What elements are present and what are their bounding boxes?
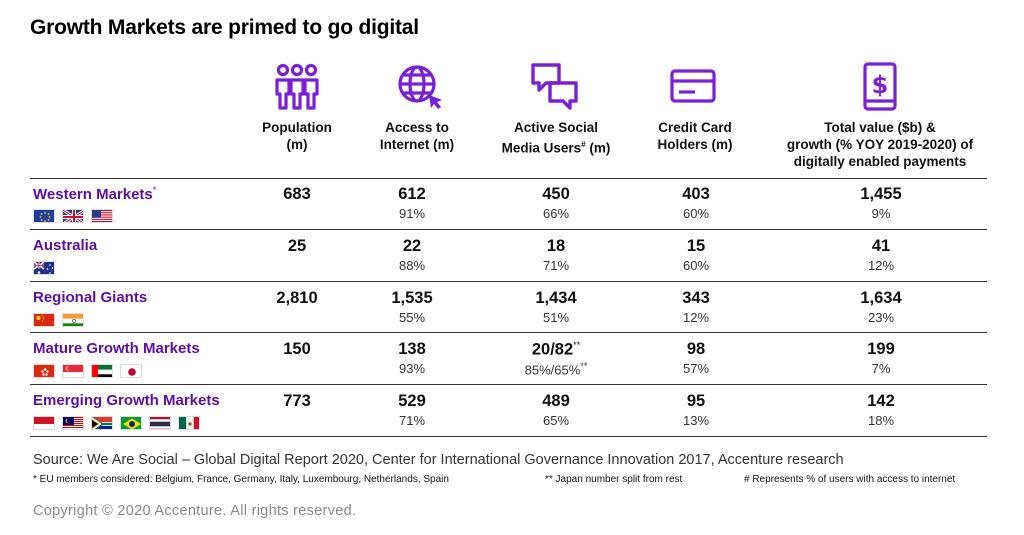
row-label: Mature Growth Markets bbox=[33, 340, 200, 357]
population-value: 25 bbox=[287, 237, 307, 255]
payments-value: 142 bbox=[867, 392, 895, 410]
internet-percent: 55% bbox=[398, 310, 426, 325]
row-label: Regional Giants bbox=[33, 289, 148, 306]
uae-flag-icon bbox=[91, 364, 113, 378]
column-header-internet: Access to Internet (m) bbox=[379, 120, 455, 152]
column-header-population: Population (m) bbox=[262, 120, 332, 152]
social-percent: 85%/65%** bbox=[524, 361, 588, 378]
globe-icon bbox=[398, 65, 442, 109]
credit-percent: 57% bbox=[682, 361, 710, 376]
column-header-social: Active Social Media Users# (m) bbox=[501, 120, 611, 156]
internet-value: 529 bbox=[398, 392, 426, 410]
population-value: 683 bbox=[283, 185, 311, 203]
flag-group bbox=[33, 261, 55, 275]
internet-value: 612 bbox=[398, 185, 426, 203]
internet-percent: 88% bbox=[398, 258, 426, 273]
credit-percent: 13% bbox=[682, 413, 710, 428]
source-note: Source: We Are Social – Global Digital R… bbox=[33, 452, 844, 468]
china-flag-icon bbox=[33, 313, 55, 327]
flag-group bbox=[33, 313, 84, 327]
payments-percent: 23% bbox=[867, 310, 895, 325]
internet-footnote: # Represents % of users with access to i… bbox=[744, 474, 956, 485]
row-divider bbox=[30, 229, 987, 230]
credit-percent: 60% bbox=[682, 206, 710, 221]
us-flag-icon bbox=[91, 209, 113, 223]
social-percent: 51% bbox=[542, 310, 570, 325]
south-africa-flag-icon bbox=[91, 416, 113, 430]
people-icon bbox=[275, 63, 319, 110]
indonesia-flag-icon bbox=[33, 416, 55, 430]
population-value: 773 bbox=[283, 392, 311, 410]
column-header-payments: Total value ($b) & growth (% YOY 2019-202… bbox=[786, 120, 974, 169]
row-label: Emerging Growth Markets bbox=[33, 392, 220, 409]
payments-value: 1,455 bbox=[860, 185, 902, 203]
row-divider bbox=[30, 178, 987, 179]
row-divider bbox=[30, 436, 987, 437]
payments-value: 41 bbox=[871, 237, 891, 255]
social-value: 18 bbox=[546, 237, 566, 255]
internet-percent: 71% bbox=[398, 413, 426, 428]
population-value: 2,810 bbox=[276, 289, 318, 307]
flag-group bbox=[33, 364, 142, 378]
row-label: Western Markets* bbox=[33, 185, 157, 203]
row-divider bbox=[30, 281, 987, 282]
payments-percent: 7% bbox=[871, 361, 891, 376]
social-value: 1,434 bbox=[535, 289, 577, 307]
credit-value: 98 bbox=[686, 340, 706, 358]
malaysia-flag-icon bbox=[62, 416, 84, 430]
row-label: Australia bbox=[33, 237, 98, 254]
eu-footnote: * EU members considered: Belgium, France… bbox=[33, 474, 449, 485]
payments-value: 1,634 bbox=[860, 289, 902, 307]
mexico-flag-icon bbox=[178, 416, 200, 430]
payments-value: 199 bbox=[867, 340, 895, 358]
credit-card-icon bbox=[670, 69, 716, 103]
japan-footnote: ** Japan number split from rest bbox=[545, 474, 683, 485]
social-value: 20/82** bbox=[531, 340, 581, 359]
credit-percent: 60% bbox=[682, 258, 710, 273]
credit-value: 343 bbox=[682, 289, 710, 307]
flag-group bbox=[33, 209, 113, 223]
credit-value: 403 bbox=[682, 185, 710, 203]
column-header-credit: Credit Card Holders (m) bbox=[657, 120, 733, 152]
row-divider bbox=[30, 332, 987, 333]
population-value: 150 bbox=[283, 340, 311, 358]
hong-kong-flag-icon bbox=[33, 364, 55, 378]
social-percent: 66% bbox=[542, 206, 570, 221]
credit-value: 95 bbox=[686, 392, 706, 410]
social-percent: 65% bbox=[542, 413, 570, 428]
internet-value: 22 bbox=[402, 237, 422, 255]
australia-flag-icon bbox=[33, 261, 55, 275]
payments-percent: 12% bbox=[867, 258, 895, 273]
internet-value: 1,535 bbox=[391, 289, 433, 307]
row-divider bbox=[30, 384, 987, 385]
uk-flag-icon bbox=[62, 209, 84, 223]
thailand-flag-icon bbox=[149, 416, 171, 430]
svg-text:$: $ bbox=[872, 71, 889, 99]
social-value: 489 bbox=[542, 392, 570, 410]
page-title: Growth Markets are primed to go digital bbox=[30, 16, 419, 39]
internet-percent: 93% bbox=[398, 361, 426, 376]
japan-flag-icon bbox=[120, 364, 142, 378]
eu-flag-icon bbox=[33, 209, 55, 223]
brazil-flag-icon bbox=[120, 416, 142, 430]
credit-value: 15 bbox=[686, 237, 706, 255]
social-percent: 71% bbox=[542, 258, 570, 273]
payments-percent: 18% bbox=[867, 413, 895, 428]
credit-percent: 12% bbox=[682, 310, 710, 325]
copyright: Copyright © 2020 Accenture. All rights r… bbox=[33, 503, 357, 519]
internet-percent: 91% bbox=[398, 206, 426, 221]
payments-percent: 9% bbox=[871, 206, 891, 221]
internet-value: 138 bbox=[398, 340, 426, 358]
social-value: 450 bbox=[542, 185, 570, 203]
mobile-payment-icon: $ bbox=[863, 62, 897, 111]
singapore-flag-icon bbox=[62, 364, 84, 378]
flag-group bbox=[33, 416, 200, 430]
chat-bubbles-icon bbox=[531, 63, 578, 110]
india-flag-icon bbox=[62, 313, 84, 327]
